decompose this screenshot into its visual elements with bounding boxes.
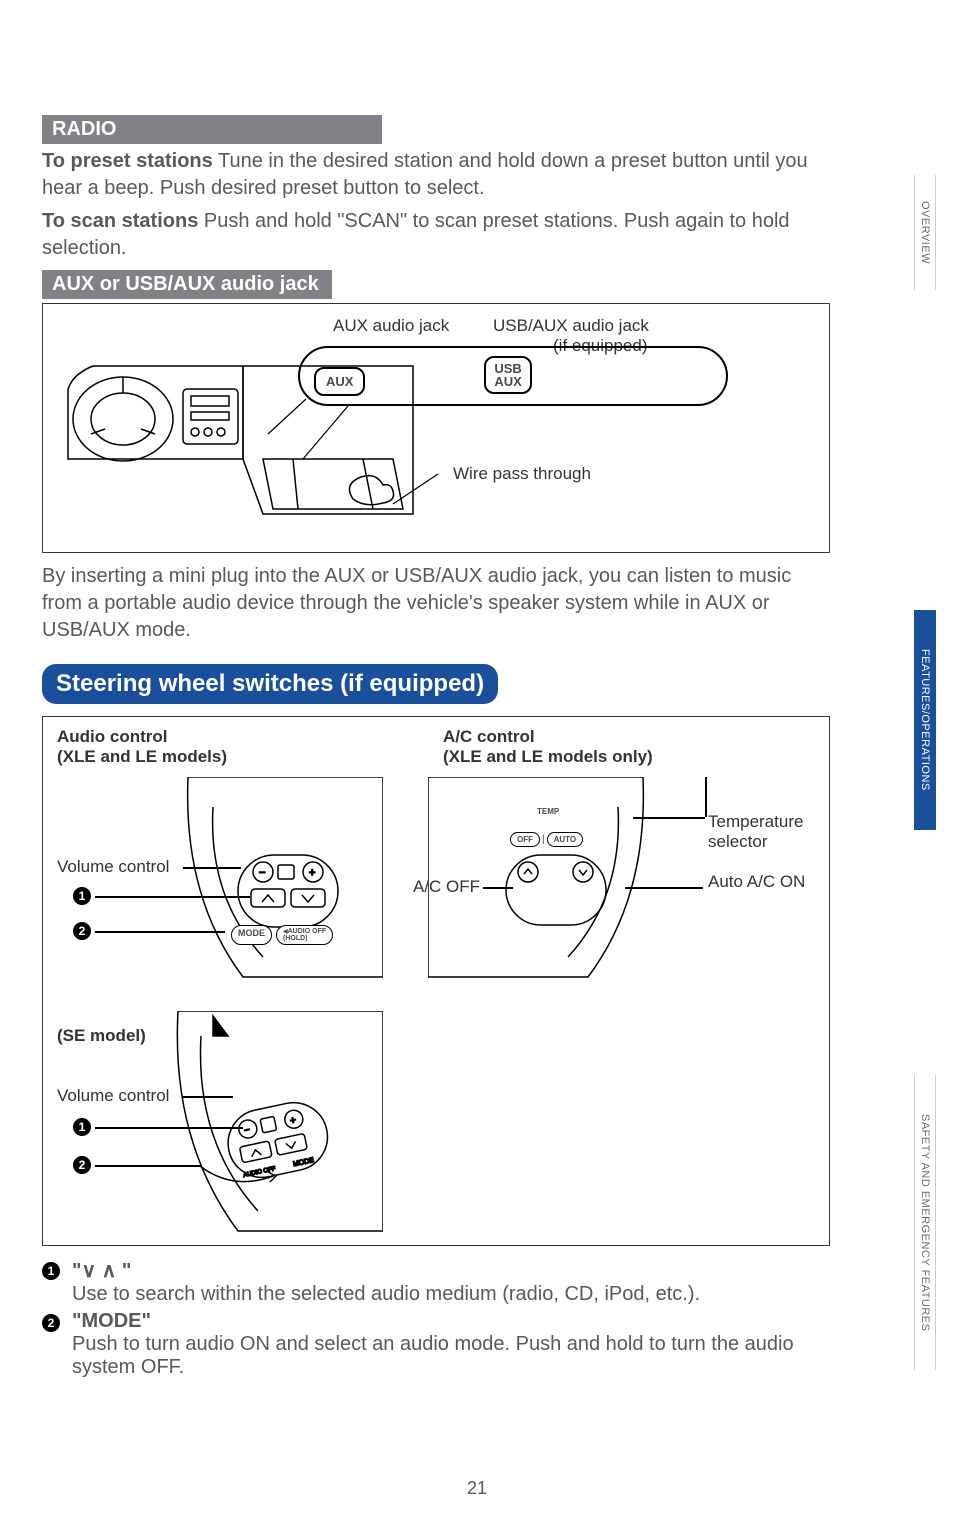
tab-safety[interactable]: SAFETY AND EMERGENCY FEATURES	[914, 1075, 936, 1370]
aux-heading: AUX or USB/AUX audio jack	[52, 273, 319, 295]
svg-text:MODE: MODE	[293, 1157, 315, 1168]
tab-overview[interactable]: OVERVIEW	[914, 175, 936, 290]
volume-control-label-1: Volume control	[57, 857, 169, 877]
legend1-body: Use to search within the selected audio …	[72, 1283, 700, 1305]
page-content: RADIO To preset stations Tune in the des…	[42, 115, 832, 1383]
aux-figure: AUX audio jack USB/AUX audio jack (if eq…	[42, 303, 830, 553]
legend-row-1: 1 "∨ ∧ " Use to search within the select…	[42, 1258, 832, 1306]
page-number: 21	[0, 1478, 954, 1499]
steering-heading: Steering wheel switches (if equipped)	[42, 664, 498, 704]
temp-selector-label: Temperature selector	[708, 812, 829, 853]
radio-preset-text: To preset stations Tune in the desired s…	[42, 148, 832, 202]
svg-text:+: +	[309, 867, 315, 879]
radio-preset-lead: To preset stations	[42, 150, 213, 172]
tab-features-operations[interactable]: FEATURES/OPERATIONS	[914, 610, 936, 830]
bullet-2b-arrow	[198, 1156, 288, 1196]
radio-heading-bar: RADIO	[42, 115, 382, 144]
bullet-2b: 2	[73, 1156, 91, 1174]
legend2-lead: "MODE"	[72, 1310, 151, 1332]
se-model-label: (SE model)	[57, 1026, 146, 1046]
auto-button: AUTO	[547, 832, 584, 847]
legend-bullet-1: 1	[42, 1262, 60, 1280]
steering-figure-bottom: (SE model) − +	[42, 1016, 830, 1246]
usb-line2: AUX	[494, 374, 521, 389]
aux-note: By inserting a mini plug into the AUX or…	[42, 563, 832, 644]
tab-overview-label: OVERVIEW	[919, 201, 931, 264]
ac-control-title: A/C control	[443, 727, 535, 747]
audio-control-sub: (XLE and LE models)	[57, 747, 227, 767]
ac-off-label: A/C OFF	[413, 877, 480, 897]
svg-text:+: +	[289, 1115, 297, 1127]
radio-heading: RADIO	[52, 118, 116, 140]
volume-control-label-2: Volume control	[57, 1086, 169, 1106]
bullet-2a: 2	[73, 922, 91, 940]
off-button: OFF	[510, 832, 540, 847]
auto-ac-on-label: Auto A/C ON	[708, 872, 805, 892]
ac-control-sub: (XLE and LE models only)	[443, 747, 653, 767]
aux-heading-bar: AUX or USB/AUX audio jack	[42, 270, 332, 299]
radio-scan-text: To scan stations Push and hold "SCAN" to…	[42, 208, 832, 262]
side-tabs-rail: OVERVIEW FEATURES/OPERATIONS SAFETY AND …	[896, 0, 936, 1527]
radio-scan-lead: To scan stations	[42, 210, 198, 232]
audio-off-hold: (HOLD)	[283, 935, 308, 942]
aux-button: AUX	[314, 367, 365, 396]
audio-xle-le-steering: − + MODE ◀AUDIO OFF (HOLD)	[183, 777, 383, 997]
steering-figure-top: Audio control (XLE and LE models) − +	[42, 716, 830, 1016]
legend: 1 "∨ ∧ " Use to search within the select…	[42, 1258, 832, 1379]
svg-text:−: −	[243, 1125, 251, 1137]
aux-audio-jack-label: AUX audio jack	[333, 316, 449, 336]
usb-aux-audio-jack-label: USB/AUX audio jack	[493, 316, 649, 336]
audio-control-title: Audio control	[57, 727, 167, 747]
temp-label: TEMP	[537, 807, 559, 816]
legend1-lead: "∨ ∧ "	[72, 1260, 131, 1282]
legend-row-2: 2 "MODE" Push to turn audio ON and selec…	[42, 1310, 832, 1379]
bullet-1a: 1	[73, 887, 91, 905]
legend-bullet-2: 2	[42, 1314, 60, 1332]
tab-safety-label: SAFETY AND EMERGENCY FEATURES	[919, 1114, 931, 1331]
usb-aux-button: USB AUX	[484, 356, 531, 394]
tab-features-label: FEATURES/OPERATIONS	[919, 649, 931, 791]
aux-callout-bubble: AUX USB AUX	[298, 346, 728, 406]
legend2-body: Push to turn audio ON and select an audi…	[72, 1333, 794, 1378]
steering-heading-text: Steering wheel switches (if equipped)	[56, 670, 484, 697]
bullet-1b: 1	[73, 1118, 91, 1136]
wire-pass-label: Wire pass through	[453, 464, 591, 484]
audio-off-text: AUDIO OFF	[288, 928, 327, 935]
audio-se-steering: − + AUDIO OFF MODE	[173, 1011, 383, 1241]
mode-button: MODE	[231, 925, 272, 945]
svg-text:−: −	[259, 867, 265, 879]
audio-off-button: ◀AUDIO OFF (HOLD)	[276, 925, 333, 945]
